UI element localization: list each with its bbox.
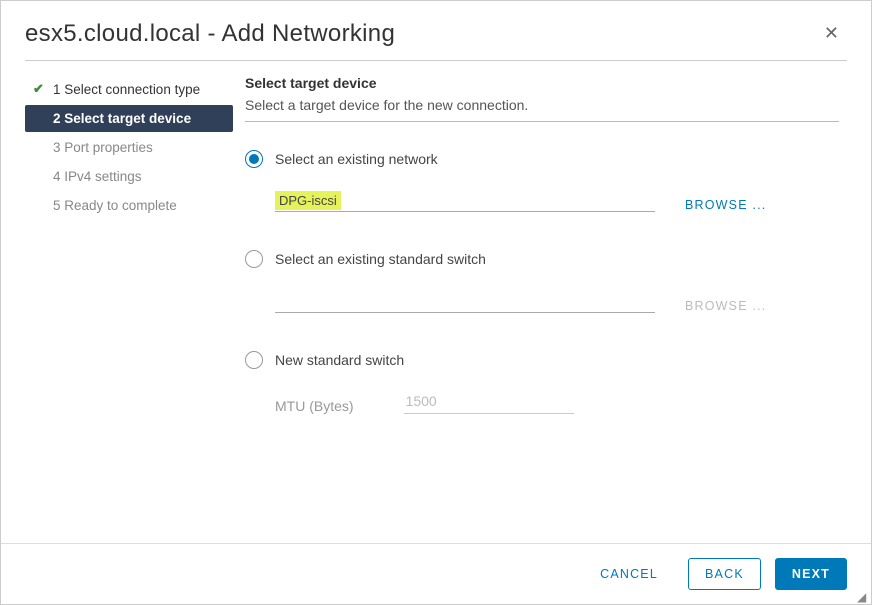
step-ipv4-settings: • 4 IPv4 settings: [25, 163, 233, 190]
browse-switch-button: BROWSE ...: [685, 299, 766, 313]
radio-icon: [245, 250, 263, 268]
existing-switch-input: [275, 288, 655, 313]
cancel-button[interactable]: CANCEL: [584, 559, 674, 589]
radio-label: Select an existing standard switch: [275, 251, 486, 267]
back-button[interactable]: BACK: [688, 558, 761, 590]
close-button[interactable]: ✕: [816, 19, 847, 48]
option-existing-switch[interactable]: Select an existing standard switch: [245, 250, 839, 268]
mtu-label: MTU (Bytes): [275, 398, 354, 414]
browse-network-button[interactable]: BROWSE ...: [685, 198, 766, 212]
dialog-body: ✔ 1 Select connection type • 2 Select ta…: [1, 61, 871, 543]
selected-network-value: DPG-iscsi: [275, 191, 341, 210]
radio-icon: [245, 351, 263, 369]
next-button[interactable]: NEXT: [775, 558, 847, 590]
dialog-footer: CANCEL BACK NEXT: [1, 543, 871, 604]
radio-icon: [245, 150, 263, 168]
option-new-switch[interactable]: New standard switch: [245, 351, 839, 369]
existing-switch-body: BROWSE ...: [245, 288, 839, 313]
step-label: 5 Ready to complete: [53, 198, 177, 213]
step-label: 3 Port properties: [53, 140, 153, 155]
section-title: Select target device: [245, 75, 839, 91]
radio-label: Select an existing network: [275, 151, 438, 167]
section-description: Select a target device for the new conne…: [245, 97, 839, 113]
existing-network-input[interactable]: DPG-iscsi: [275, 188, 655, 212]
add-networking-dialog: esx5.cloud.local - Add Networking ✕ ✔ 1 …: [0, 0, 872, 605]
new-switch-body: MTU (Bytes): [245, 389, 839, 414]
option-existing-network[interactable]: Select an existing network: [245, 150, 839, 168]
radio-label: New standard switch: [275, 352, 404, 368]
close-icon: ✕: [824, 23, 839, 43]
step-label: 4 IPv4 settings: [53, 169, 142, 184]
step-content: Select target device Select a target dev…: [233, 75, 871, 543]
wizard-steps: ✔ 1 Select connection type • 2 Select ta…: [1, 75, 233, 543]
checkmark-icon: ✔: [33, 81, 49, 97]
dialog-header: esx5.cloud.local - Add Networking ✕: [1, 1, 871, 60]
mtu-input: [404, 389, 574, 414]
step-label: 2 Select target device: [53, 111, 191, 126]
step-select-connection-type[interactable]: ✔ 1 Select connection type: [25, 75, 233, 103]
step-ready-to-complete: • 5 Ready to complete: [25, 192, 233, 219]
existing-network-body: DPG-iscsi BROWSE ...: [245, 188, 839, 212]
dialog-title: esx5.cloud.local - Add Networking: [25, 20, 395, 48]
section-divider: [245, 121, 839, 122]
step-port-properties: • 3 Port properties: [25, 134, 233, 161]
step-select-target-device[interactable]: • 2 Select target device: [25, 105, 233, 132]
step-label: 1 Select connection type: [53, 82, 200, 97]
